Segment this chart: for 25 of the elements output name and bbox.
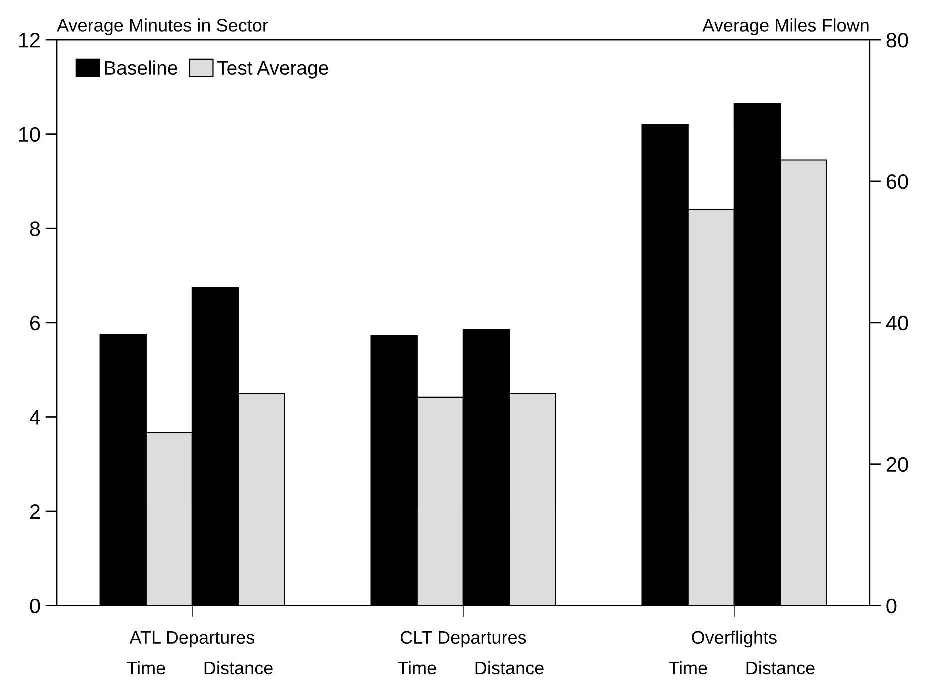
y2-tick-label: 60 bbox=[886, 174, 908, 190]
y-tick-label: 6 bbox=[30, 316, 40, 331]
x-tick-label: Time bbox=[398, 661, 436, 675]
text: ATL Departures bbox=[130, 631, 255, 648]
y-axis-title: Average Minutes in Sector bbox=[57, 18, 268, 36]
x-tick-label: Time bbox=[669, 661, 708, 675]
y-tick-label: 8 bbox=[30, 222, 40, 236]
text: Overflights bbox=[692, 630, 777, 648]
y-tick-label: 4 bbox=[30, 410, 40, 425]
y-tick-label: 12 bbox=[19, 33, 40, 48]
y2-axis-title: Average Miles Flown bbox=[702, 18, 869, 36]
legend-label: Test Average bbox=[218, 61, 328, 79]
y-tick-label: 0 bbox=[30, 598, 40, 614]
y-tick-label: 2 bbox=[30, 504, 40, 520]
x-tick-label: Distance bbox=[746, 661, 815, 675]
text: CLT Departures bbox=[400, 631, 526, 648]
x-tick-label: Time bbox=[127, 661, 166, 675]
y2-tick-label: 40 bbox=[886, 316, 908, 331]
legend-label: Baseline bbox=[105, 60, 178, 76]
y2-tick-label: 80 bbox=[886, 33, 908, 48]
x-tick-label: Distance bbox=[204, 661, 273, 675]
x-tick-label: Distance bbox=[476, 661, 544, 675]
y2-tick-label: 0 bbox=[886, 598, 897, 614]
y-tick-label: 10 bbox=[19, 127, 40, 142]
y2-tick-label: 20 bbox=[886, 457, 908, 472]
